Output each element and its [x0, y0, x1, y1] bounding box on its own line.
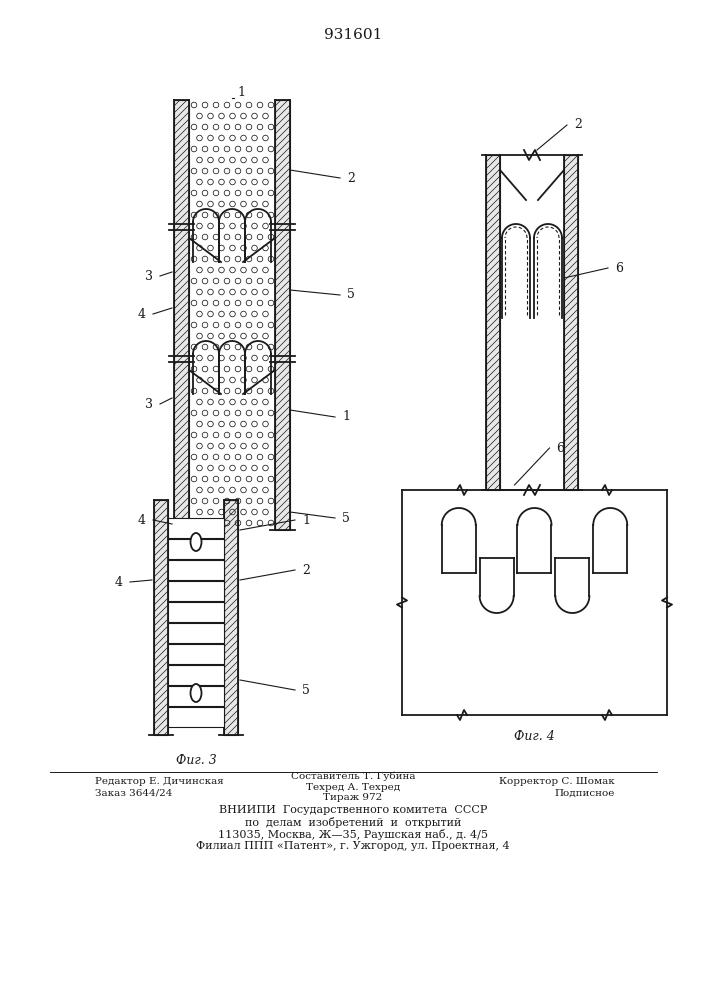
- Text: 5: 5: [347, 288, 355, 302]
- Ellipse shape: [190, 684, 201, 702]
- Text: 2: 2: [574, 118, 582, 131]
- Text: 6: 6: [615, 261, 623, 274]
- Bar: [168, 623, 224, 643]
- Text: 2: 2: [347, 172, 355, 184]
- Bar: [154, 500, 168, 735]
- Text: 1: 1: [342, 410, 350, 424]
- Ellipse shape: [190, 533, 201, 551]
- Bar: [224, 500, 238, 735]
- Text: 4: 4: [115, 576, 123, 588]
- Text: Фиг. 4: Фиг. 4: [514, 730, 555, 744]
- Text: Подписное: Подписное: [554, 788, 615, 798]
- Text: 6: 6: [556, 442, 564, 454]
- Text: 3: 3: [145, 269, 153, 282]
- Bar: [174, 100, 189, 530]
- Text: по  делам  изобретений  и  открытий: по делам изобретений и открытий: [245, 816, 461, 828]
- Bar: [168, 581, 224, 601]
- Bar: [168, 539, 224, 559]
- Bar: [564, 155, 578, 490]
- Text: 4: 4: [138, 308, 146, 320]
- Text: ВНИИПИ  Государственного комитета  СССР: ВНИИПИ Государственного комитета СССР: [218, 805, 487, 815]
- Text: Фиг. 3: Фиг. 3: [175, 754, 216, 766]
- Text: Редактор Е. Дичинская: Редактор Е. Дичинская: [95, 778, 223, 786]
- Bar: [168, 602, 224, 622]
- Bar: [275, 100, 290, 530]
- Bar: [168, 560, 224, 580]
- Bar: [168, 644, 224, 664]
- Text: Тираж 972: Тираж 972: [323, 794, 382, 802]
- Text: Заказ 3644/24: Заказ 3644/24: [95, 788, 173, 798]
- Text: 1: 1: [302, 514, 310, 526]
- Text: 113035, Москва, Ж—35, Раушская наб., д. 4/5: 113035, Москва, Ж—35, Раушская наб., д. …: [218, 828, 488, 840]
- Bar: [168, 665, 224, 685]
- Bar: [168, 707, 224, 727]
- Text: Корректор С. Шомак: Корректор С. Шомак: [499, 778, 615, 786]
- Text: Техред А. Техред: Техред А. Техред: [306, 782, 400, 792]
- Text: 5: 5: [302, 684, 310, 696]
- Text: 2: 2: [302, 564, 310, 576]
- Text: 931601: 931601: [324, 28, 382, 42]
- Text: 3: 3: [145, 397, 153, 410]
- Text: Филиал ППП «Патент», г. Ужгород, ул. Проектная, 4: Филиал ППП «Патент», г. Ужгород, ул. Про…: [196, 841, 510, 851]
- Text: 1: 1: [237, 86, 245, 99]
- Text: 5: 5: [342, 512, 350, 524]
- Bar: [486, 155, 500, 490]
- Bar: [168, 686, 224, 706]
- Text: Составитель Т. Губина: Составитель Т. Губина: [291, 771, 415, 781]
- Text: 4: 4: [138, 514, 146, 526]
- Bar: [168, 518, 224, 538]
